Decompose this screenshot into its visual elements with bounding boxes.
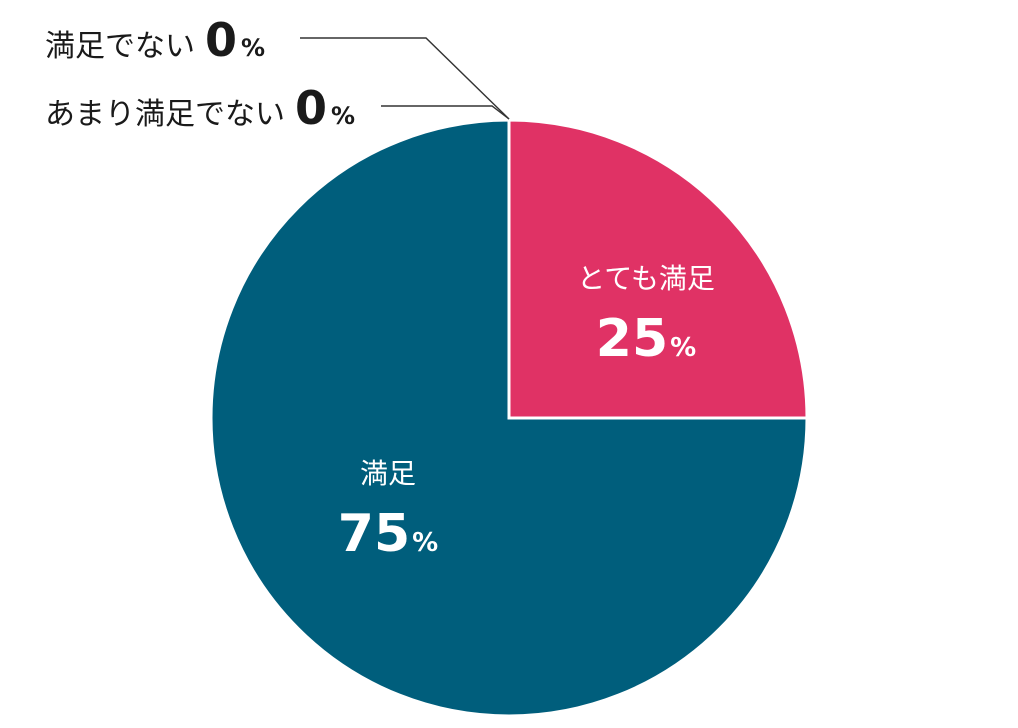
slice-0-wedge <box>507 118 809 420</box>
slice-1-value-label: 75% <box>338 504 438 564</box>
pie-slices <box>209 118 809 718</box>
slice-1-name-label: 満足 <box>360 457 416 490</box>
slice-2-leader-line <box>381 105 510 120</box>
slice-3-leader-line <box>300 37 510 120</box>
slice-1-wedge <box>209 118 809 718</box>
slice-3-callout: 満足でない 0% <box>45 13 265 67</box>
callout-leader-lines <box>300 37 510 120</box>
slice-0-value-label: 25% <box>596 309 696 369</box>
slice-0-name-label: とても満足 <box>577 262 715 295</box>
pie-labels: とても満足 25% 満足 75% あまり満足でない 0 % 満足でない 0% <box>45 13 715 564</box>
slice-2-callout: あまり満足でない 0% <box>45 81 355 135</box>
